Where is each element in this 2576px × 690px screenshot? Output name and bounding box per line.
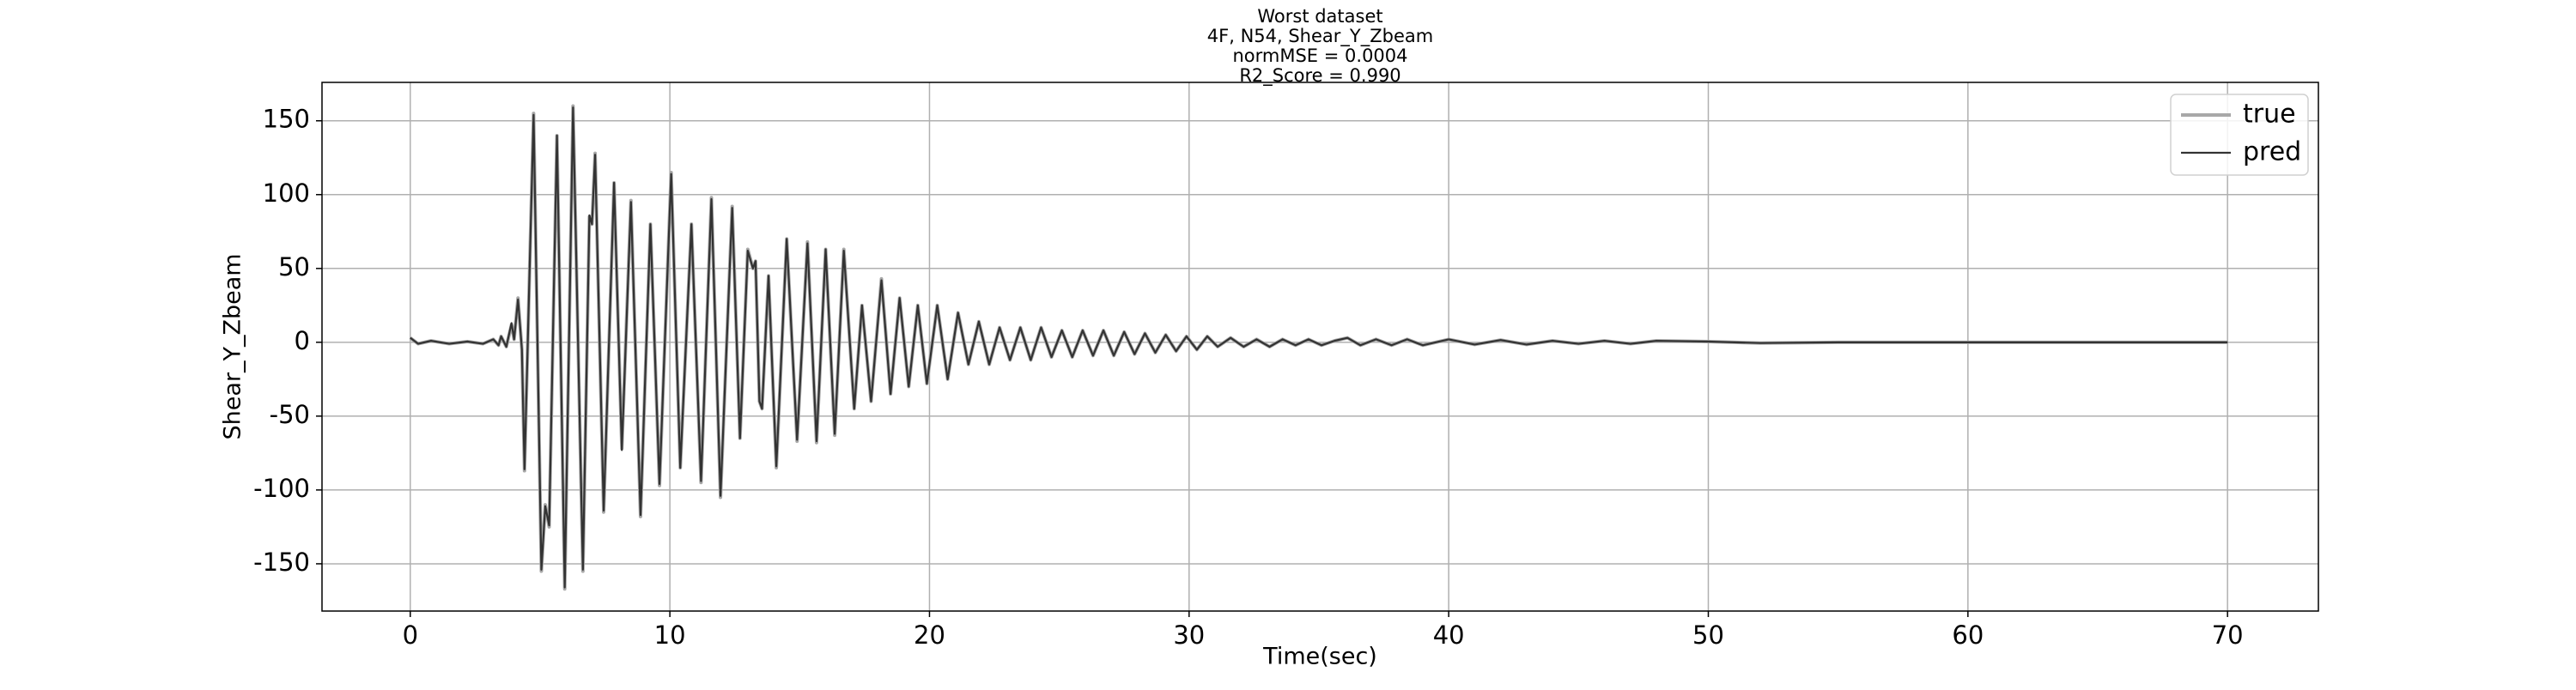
series-line — [409, 104, 2228, 591]
chart-title: normMSE = 0.0004 — [1232, 45, 1407, 66]
legend-label: true — [2243, 100, 2296, 130]
x-tick-label: 70 — [2212, 620, 2244, 650]
x-axis-label: Time(sec) — [1262, 644, 1377, 670]
y-tick-label: 50 — [278, 252, 310, 281]
y-tick-label: 0 — [295, 326, 310, 355]
x-tick-label: 30 — [1173, 620, 1205, 650]
x-tick-label: 60 — [1952, 620, 1984, 650]
x-tick-label: 40 — [1433, 620, 1465, 650]
chart-title: R2_Score = 0.990 — [1239, 65, 1400, 87]
x-tick-label: 20 — [914, 620, 945, 650]
y-axis-label: Shear_Y_Zbeam — [220, 253, 246, 439]
x-tick-label: 50 — [1692, 620, 1724, 650]
chart-title: Worst dataset — [1257, 6, 1382, 27]
legend-label: pred — [2243, 137, 2301, 167]
x-tick-label: 0 — [403, 620, 418, 650]
y-tick-label: 150 — [263, 105, 310, 134]
y-tick-label: -150 — [253, 548, 310, 577]
chart-title: 4F, N54, Shear_Y_Zbeam — [1207, 26, 1433, 47]
y-tick-label: -50 — [270, 400, 310, 429]
x-tick-label: 10 — [654, 620, 686, 650]
series-line — [410, 106, 2228, 589]
y-tick-label: -100 — [253, 474, 310, 503]
y-tick-label: 100 — [263, 179, 310, 208]
legend: true pred — [2170, 94, 2309, 176]
plot-frame — [321, 82, 2319, 612]
